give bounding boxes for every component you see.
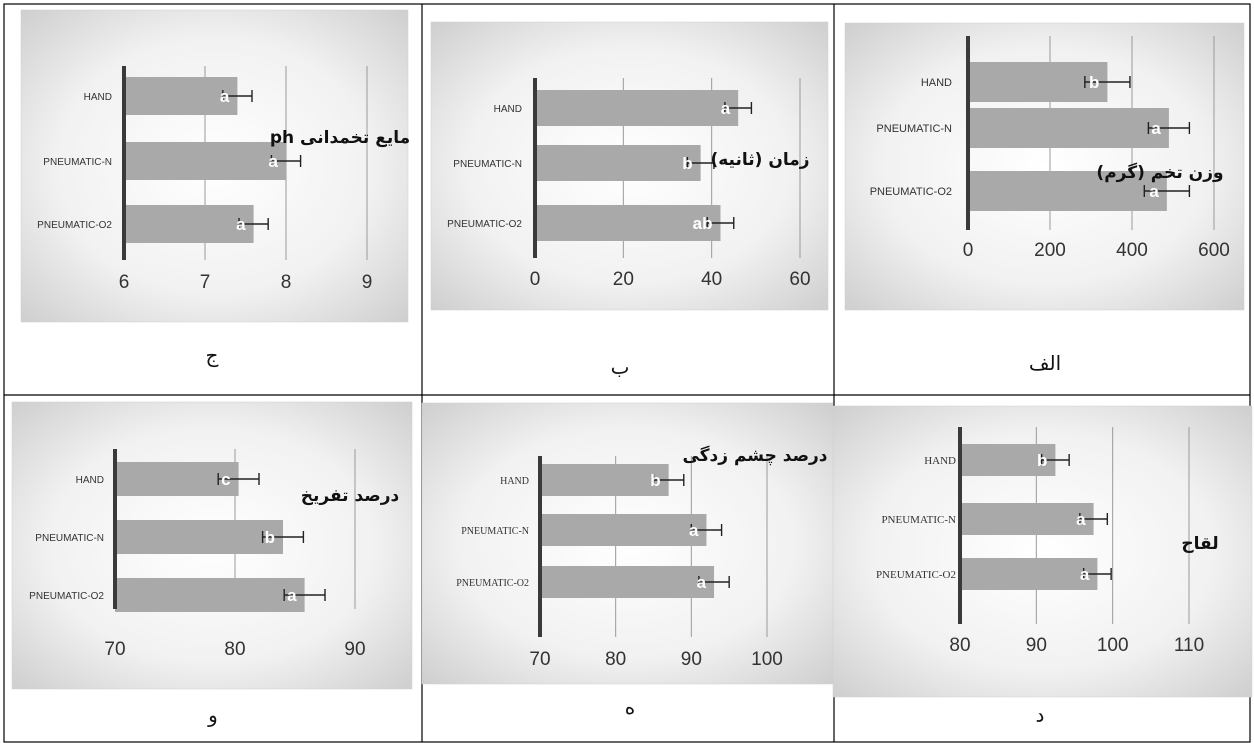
x-tick-label: 20 [613,269,634,290]
category-label: PNEUMATIC-O2 [456,578,529,589]
panel-caption: الف [1029,351,1061,375]
category-label: PNEUMATIC-O2 [29,591,104,602]
chart-panel: b HAND a PNEUMATIC-N a PNEUMATIC-O2 0 200 400 600… [844,22,1245,311]
x-tick-label: 600 [1198,240,1230,261]
panel-caption: ج [206,343,219,367]
bar [960,503,1094,535]
significance-letter: a [220,87,230,106]
category-label: PNEUMATIC-N [35,533,104,544]
x-tick-label: 7 [200,272,211,293]
x-tick-label: 110 [1174,635,1204,656]
panel-captions: الف ب ج د ه و [206,343,1062,727]
chart-title: وزن تخم (گرم) [1096,162,1223,183]
category-label: HAND [494,104,522,115]
chart-title: لقاح [1181,534,1218,554]
significance-letter: a [236,215,246,234]
category-label: PNEUMATIC-O2 [37,220,112,231]
chart-panel: b HAND a PNEUMATIC-N a PNEUMATIC-O2 70 80 90 100 د… [421,402,834,685]
category-label: PNEUMATIC-N [881,514,956,526]
bar [540,566,715,598]
bar [124,205,254,243]
chart-panel: a HAND a PNEUMATIC-N a PNEUMATIC-O2 6 7 8 9 مایع ت… [20,9,410,323]
significance-letter: a [721,99,731,118]
category-label: PNEUMATIC-N [453,159,522,170]
panel-caption: ه [625,695,635,719]
chart-title: مایع تخمدانی ph [270,128,410,148]
significance-letter: a [1149,182,1159,201]
bar [535,90,739,126]
x-tick-label: 0 [530,269,541,290]
category-label: PNEUMATIC-O2 [870,186,952,198]
x-tick-label: 100 [1097,635,1129,656]
category-label: PNEUMATIC-N [876,123,952,135]
significance-letter: a [697,573,707,592]
bar [115,578,305,612]
bar [960,558,1098,590]
category-label: PNEUMATIC-O2 [876,569,956,581]
chart-panel: c HAND b PNEUMATIC-N a PNEUMATIC-O2 70 80 90 درصد… [11,401,413,690]
category-label: PNEUMATIC-N [43,157,112,168]
category-label: HAND [500,476,529,487]
x-tick-label: 9 [362,272,373,293]
x-tick-label: 80 [605,649,626,670]
category-label: HAND [924,455,956,467]
panel-caption: ب [611,355,630,379]
chart-title: درصد چشم زدگی [682,445,827,466]
x-tick-label: 6 [119,272,130,293]
significance-letter: c [221,470,230,489]
significance-letter: a [1080,565,1090,584]
panel-caption: و [207,703,218,727]
significance-letter: b [1037,451,1047,470]
chart-panel: a HAND b PNEUMATIC-N ab PNEUMATIC-O2 0 20 40 60 زم… [430,21,829,311]
x-tick-label: 80 [224,639,245,660]
x-tick-label: 80 [949,635,970,656]
significance-letter: ab [693,214,713,233]
x-tick-label: 0 [963,240,974,261]
significance-letter: b [1089,73,1099,92]
category-label: HAND [76,475,104,486]
x-tick-label: 400 [1116,240,1148,261]
chart-panel: b HAND a PNEUMATIC-N a PNEUMATIC-O2 80 90 100 110… [832,405,1253,698]
x-tick-label: 100 [751,649,783,670]
bar [535,145,701,181]
x-tick-label: 200 [1034,240,1066,261]
bar [115,520,283,554]
significance-letter: b [265,528,275,547]
x-tick-label: 8 [281,272,292,293]
significance-letter: b [682,154,692,173]
significance-letter: a [689,521,699,540]
category-label: PNEUMATIC-O2 [447,219,522,230]
bar [124,142,286,180]
panel-caption: د [1036,703,1045,727]
bar [968,171,1167,211]
significance-letter: a [1076,510,1086,529]
bar [535,205,721,241]
significance-letter: b [650,471,660,490]
bar [540,514,707,546]
x-tick-label: 70 [104,639,125,660]
chart-title: زمان (ثانیه) [710,150,809,170]
bar [968,108,1169,148]
significance-letter: a [1151,119,1161,138]
significance-letter: a [269,152,279,171]
x-tick-label: 60 [789,269,810,290]
x-tick-label: 90 [1026,635,1047,656]
x-tick-label: 40 [701,269,722,290]
bar [540,464,669,496]
x-tick-label: 90 [681,649,702,670]
table-border [3,3,1251,743]
category-label: HAND [921,77,952,89]
bar [960,444,1056,476]
chart-title: درصد تفریخ [301,486,400,506]
significance-letter: a [287,586,297,605]
bar [124,77,238,115]
category-label: PNEUMATIC-N [461,526,529,537]
x-tick-label: 90 [344,639,365,660]
category-label: HAND [84,92,112,103]
x-tick-label: 70 [529,649,550,670]
